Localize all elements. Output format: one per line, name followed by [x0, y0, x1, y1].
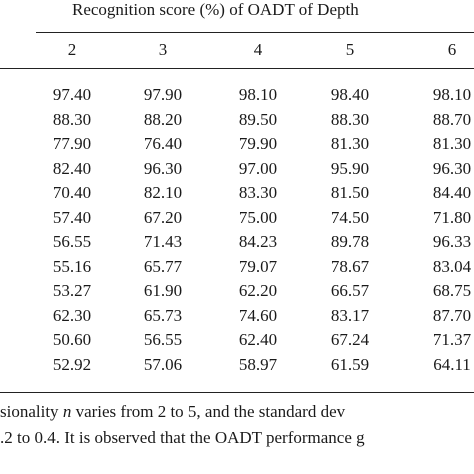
- table-cell: 57.06: [143, 354, 183, 374]
- column-header: 4: [253, 40, 263, 59]
- table-cell: 57.40: [52, 207, 92, 227]
- table-cell: 89.50: [238, 109, 278, 129]
- table-cell: 83.17: [330, 305, 370, 325]
- caption-line: .2 to 0.4. It is observed that the OADT …: [0, 428, 365, 447]
- table-cell: 55.16: [52, 256, 92, 276]
- table-cell: 95.90: [330, 158, 370, 178]
- table-cell: 68.75: [432, 281, 472, 300]
- table-cell: 83.04: [432, 256, 472, 276]
- caption-italic: n: [62, 402, 72, 421]
- caption-text: varies from 2 to 5, and the standard dev: [71, 402, 346, 421]
- table-cell: 88.70: [432, 109, 472, 129]
- table-cell: 62.30: [52, 305, 92, 325]
- caption-line: sionality n varies from 2 to 5, and the …: [0, 402, 345, 422]
- rule: [36, 32, 474, 33]
- table-cell: 61.90: [143, 281, 183, 300]
- table-cell: 70.40: [52, 183, 92, 202]
- table-cell: 71.37: [432, 330, 472, 349]
- table-cell: 71.43: [143, 232, 183, 251]
- table-cell: 81.30: [330, 134, 370, 153]
- table-cell: 65.73: [143, 305, 183, 325]
- column-header: 6: [447, 40, 457, 59]
- table-cell: 67.24: [330, 330, 370, 349]
- table-cell: 62.20: [238, 281, 278, 300]
- table-cell: 65.77: [143, 256, 183, 276]
- table-cell: 50.60: [52, 330, 92, 349]
- table-title: Recognition score (%) of OADT of Depth: [72, 0, 359, 19]
- table-cell: 76.40: [143, 134, 183, 153]
- table-cell: 77.90: [52, 134, 92, 153]
- table-cell: 96.30: [432, 158, 472, 178]
- table-cell: 87.70: [432, 305, 472, 325]
- table-cell: 67.20: [143, 207, 183, 227]
- table-cell: 88.30: [330, 109, 370, 129]
- column-header: 5: [345, 40, 355, 59]
- table-cell: 81.30: [432, 134, 472, 153]
- table-cell: 97.90: [143, 85, 183, 104]
- table-cell: 97.40: [52, 85, 92, 104]
- table-cell: 52.92: [52, 354, 92, 374]
- table-cell: 62.40: [238, 330, 278, 349]
- table-cell: 82.40: [52, 158, 92, 178]
- table-cell: 71.80: [432, 207, 472, 227]
- table-cell: 56.55: [143, 330, 183, 349]
- table-cell: 79.90: [238, 134, 278, 153]
- table-cell: 81.50: [330, 183, 370, 202]
- caption-text: sionality: [0, 402, 63, 421]
- table-cell: 98.10: [238, 85, 278, 104]
- table-cell: 96.33: [432, 232, 472, 251]
- table-cell: 98.40: [330, 85, 370, 104]
- table-cell: 74.50: [330, 207, 370, 227]
- table-cell: 64.11: [433, 354, 471, 374]
- table-cell: 66.57: [330, 281, 370, 300]
- table-cell: 82.10: [143, 183, 183, 202]
- rule: [0, 392, 474, 393]
- table-cell: 84.40: [432, 183, 472, 202]
- table-cell: 89.78: [330, 232, 370, 251]
- table-cell: 61.59: [330, 354, 370, 374]
- table-cell: 58.97: [238, 354, 278, 374]
- table-cell: 88.30: [52, 109, 92, 129]
- table-cell: 74.60: [238, 305, 278, 325]
- column-header: 2: [67, 40, 77, 59]
- column-header: 3: [158, 40, 168, 59]
- table-cell: 75.00: [238, 207, 278, 227]
- table-cell: 88.20: [143, 109, 183, 129]
- table-cell: 96.30: [143, 158, 183, 178]
- table-cell: 83.30: [238, 183, 278, 202]
- rule: [0, 68, 474, 69]
- table-cell: 53.27: [52, 281, 92, 300]
- table-cell: 97.00: [238, 158, 278, 178]
- table-cell: 84.23: [238, 232, 278, 251]
- table-cell: 56.55: [52, 232, 92, 251]
- table-cell: 78.67: [330, 256, 370, 276]
- table-cell: 79.07: [238, 256, 278, 276]
- table-cell: 98.10: [432, 85, 472, 104]
